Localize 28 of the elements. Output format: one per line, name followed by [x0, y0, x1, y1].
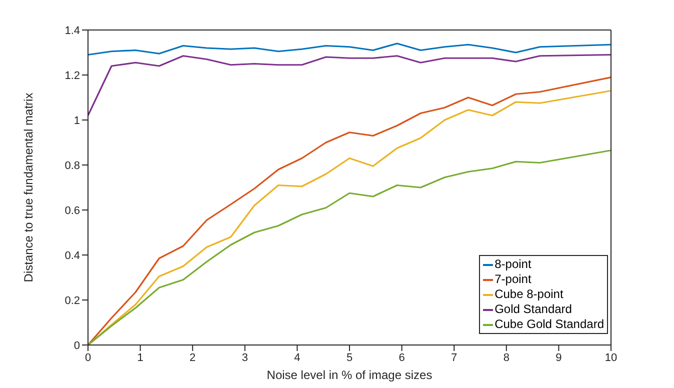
legend-label: 8-point: [494, 257, 532, 272]
x-tick-label: 6: [398, 352, 405, 364]
y-tick-label: 0.4: [64, 250, 80, 262]
y-tick-label: 0: [74, 340, 80, 352]
x-tick-label: 2: [190, 352, 196, 364]
x-axis-title: Noise level in % of image sizes: [266, 368, 432, 382]
x-tick-label: 5: [346, 352, 353, 364]
x-tick-label: 10: [604, 352, 618, 364]
legend-label: Cube 8-point: [494, 287, 564, 302]
line-series: [88, 42, 611, 56]
y-tick-label: 1.2: [64, 70, 80, 82]
legend-label: Gold Standard: [494, 302, 572, 317]
x-tick-label: 7: [451, 352, 458, 364]
line-series: [88, 54, 611, 116]
x-tick-label: 8: [503, 352, 510, 364]
x-tick-label: 9: [556, 352, 562, 364]
legend-label: 7-point: [494, 272, 532, 287]
y-tick-label: 0.8: [64, 160, 80, 172]
y-tick-label: 1.4: [64, 24, 80, 37]
y-tick-label: 0.6: [64, 204, 80, 217]
x-tick-label: 0: [84, 352, 92, 364]
legend-label: Cube Gold Standard: [494, 317, 604, 332]
x-tick-label: 3: [242, 352, 248, 364]
y-axis-title: Distance to true fundamental matrix: [21, 92, 36, 282]
x-tick-label: 1: [137, 352, 144, 364]
y-tick-label: 1: [74, 114, 80, 127]
y-tick-label: 0.2: [64, 294, 80, 307]
x-tick-label: 4: [294, 352, 300, 364]
